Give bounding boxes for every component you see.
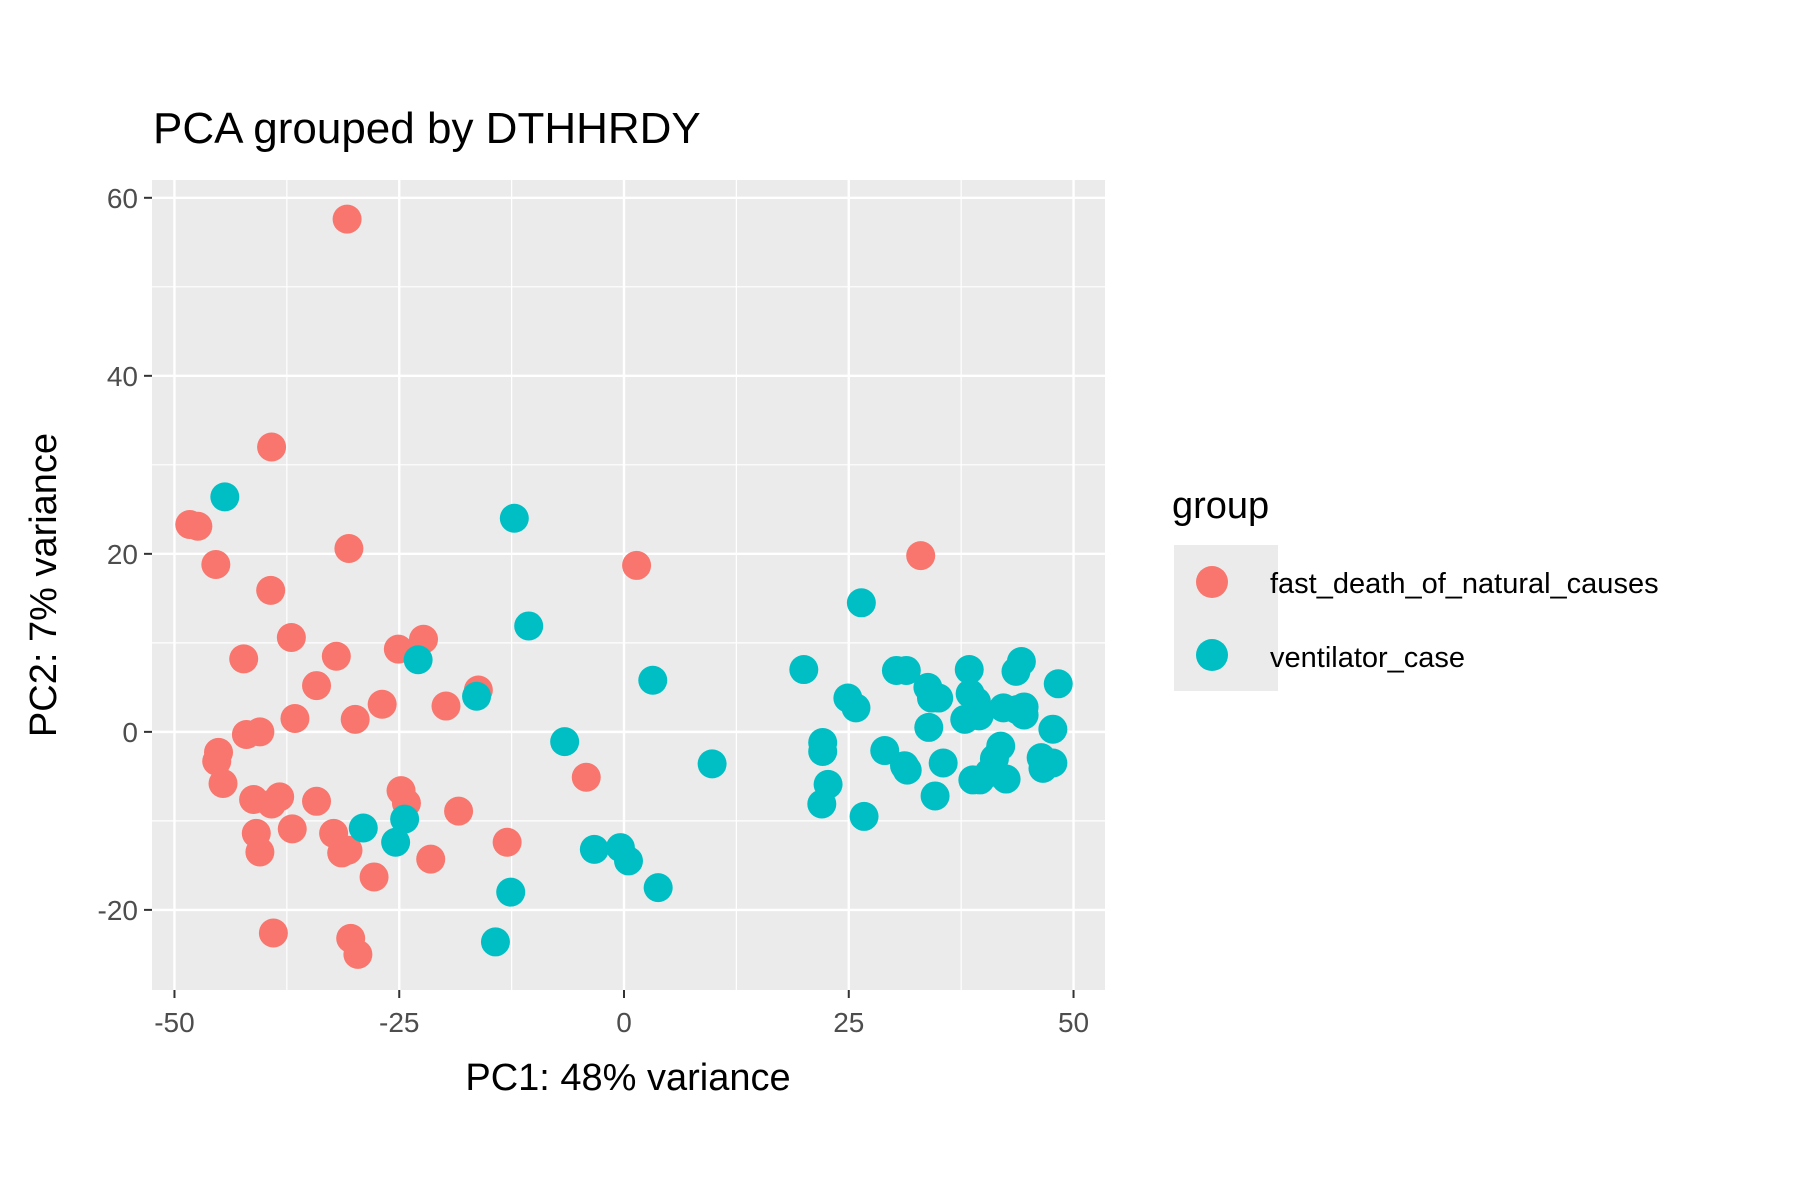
x-tick-label: -25	[379, 1007, 419, 1038]
y-axis-title: PC2: 7% variance	[23, 433, 65, 737]
point-fast-death-of-natural-causes	[258, 918, 288, 948]
point-ventilator-case	[920, 781, 950, 811]
legend-key-fast-death	[1196, 566, 1228, 598]
point-fast-death-of-natural-causes	[265, 782, 295, 812]
x-tick-label: 25	[833, 1007, 864, 1038]
point-fast-death-of-natural-causes	[183, 511, 213, 541]
point-fast-death-of-natural-causes	[280, 704, 310, 734]
point-ventilator-case	[991, 764, 1021, 794]
point-ventilator-case	[496, 877, 526, 907]
point-ventilator-case	[807, 789, 837, 819]
point-ventilator-case	[499, 503, 529, 533]
point-ventilator-case	[954, 655, 984, 685]
point-fast-death-of-natural-causes	[245, 717, 275, 747]
x-axis-title: PC1: 48% variance	[465, 1057, 790, 1099]
point-ventilator-case	[643, 873, 673, 903]
point-ventilator-case	[986, 731, 1016, 761]
point-fast-death-of-natural-causes	[444, 796, 474, 826]
point-ventilator-case	[210, 482, 240, 512]
point-ventilator-case	[891, 655, 921, 685]
point-fast-death-of-natural-causes	[340, 704, 370, 734]
point-ventilator-case	[789, 655, 819, 685]
point-fast-death-of-natural-causes	[571, 762, 601, 792]
chart-title: PCA grouped by DTHHRDY	[153, 104, 701, 153]
y-tick-label: 0	[122, 717, 138, 748]
point-fast-death-of-natural-causes	[202, 746, 232, 776]
point-fast-death-of-natural-causes	[257, 432, 287, 462]
point-ventilator-case	[928, 748, 958, 778]
data-points	[175, 204, 1073, 969]
y-tick-label: 40	[107, 361, 138, 392]
point-fast-death-of-natural-causes	[367, 689, 397, 719]
point-ventilator-case	[846, 588, 876, 618]
point-fast-death-of-natural-causes	[332, 204, 362, 234]
point-fast-death-of-natural-causes	[229, 644, 259, 674]
point-ventilator-case	[403, 645, 433, 675]
legend-title: group	[1172, 485, 1269, 527]
point-ventilator-case	[579, 834, 609, 864]
legend: group fast_death_of_natural_causes venti…	[1172, 485, 1659, 691]
point-fast-death-of-natural-causes	[416, 844, 446, 874]
point-fast-death-of-natural-causes	[245, 837, 275, 867]
point-ventilator-case	[381, 827, 411, 857]
point-ventilator-case	[1043, 669, 1073, 699]
y-tick-label: -20	[98, 895, 138, 926]
point-fast-death-of-natural-causes	[622, 550, 652, 580]
legend-key-ventilator	[1196, 639, 1228, 671]
legend-key-background	[1174, 545, 1278, 691]
point-fast-death-of-natural-causes	[334, 534, 364, 564]
point-fast-death-of-natural-causes	[343, 939, 373, 969]
point-fast-death-of-natural-causes	[492, 827, 522, 857]
point-ventilator-case	[892, 755, 922, 785]
legend-label-fast-death: fast_death_of_natural_causes	[1270, 568, 1659, 600]
point-fast-death-of-natural-causes	[321, 641, 351, 671]
point-ventilator-case	[914, 712, 944, 742]
point-ventilator-case	[390, 804, 420, 834]
y-tick-label: 20	[107, 539, 138, 570]
point-fast-death-of-natural-causes	[906, 541, 936, 571]
x-tick-label: 0	[616, 1007, 632, 1038]
point-fast-death-of-natural-causes	[302, 786, 332, 816]
y-tick-label: 60	[107, 183, 138, 214]
point-fast-death-of-natural-causes	[256, 575, 286, 605]
point-fast-death-of-natural-causes	[201, 550, 231, 580]
point-fast-death-of-natural-causes	[277, 814, 307, 844]
point-ventilator-case	[697, 749, 727, 779]
x-tick-label: -50	[154, 1007, 194, 1038]
point-ventilator-case	[614, 846, 643, 876]
point-ventilator-case	[348, 813, 378, 843]
point-fast-death-of-natural-causes	[333, 835, 363, 865]
point-ventilator-case	[841, 693, 871, 723]
point-ventilator-case	[964, 701, 994, 731]
point-fast-death-of-natural-causes	[302, 671, 332, 701]
point-ventilator-case	[638, 665, 668, 695]
point-ventilator-case	[514, 611, 544, 641]
point-ventilator-case	[870, 736, 900, 766]
y-axis-ticks: -20 0 20 40 60	[98, 183, 152, 926]
x-axis-ticks: -50 -25 0 25 50	[154, 990, 1089, 1038]
point-ventilator-case	[1038, 748, 1068, 778]
point-ventilator-case	[808, 736, 838, 766]
point-fast-death-of-natural-causes	[359, 862, 389, 892]
point-ventilator-case	[1001, 656, 1031, 686]
point-ventilator-case	[1009, 700, 1039, 730]
point-ventilator-case	[462, 681, 492, 711]
point-ventilator-case	[1038, 714, 1068, 744]
point-ventilator-case	[924, 683, 954, 713]
legend-label-ventilator: ventilator_case	[1270, 642, 1465, 674]
point-ventilator-case	[550, 727, 580, 757]
point-ventilator-case	[849, 801, 879, 831]
minor-gridlines	[152, 180, 1105, 990]
point-fast-death-of-natural-causes	[431, 691, 461, 721]
point-fast-death-of-natural-causes	[276, 623, 306, 653]
x-tick-label: 50	[1058, 1007, 1089, 1038]
point-ventilator-case	[480, 927, 510, 957]
point-fast-death-of-natural-causes	[208, 768, 238, 798]
